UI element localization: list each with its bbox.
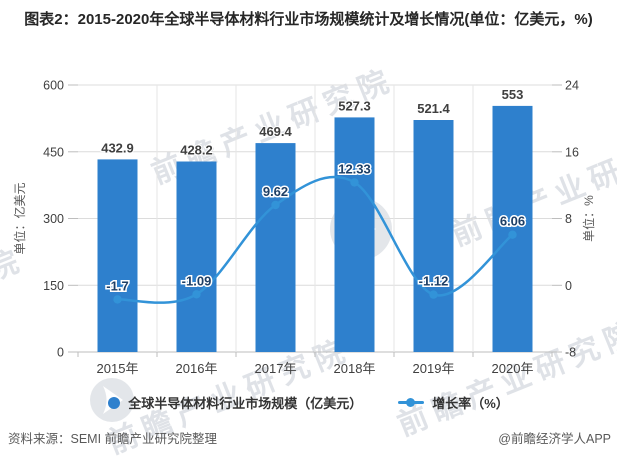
category-label: 2017年 xyxy=(255,361,297,376)
right-axis-tick-label: 0 xyxy=(565,279,572,293)
category-label: 2019年 xyxy=(413,361,455,376)
line-value-label: -1.7 xyxy=(106,278,128,293)
right-axis-tick-label: 16 xyxy=(565,145,579,159)
bar-2018年 xyxy=(334,117,375,353)
credit-note: @前瞻经济学人APP xyxy=(498,432,611,446)
line-value-label: 12.33 xyxy=(338,161,371,176)
bar-2016年 xyxy=(176,161,217,352)
line-marker-2015年 xyxy=(113,295,122,304)
line-marker-2017年 xyxy=(271,200,280,210)
line-marker-2018年 xyxy=(350,178,359,187)
category-label: 2015年 xyxy=(97,361,139,376)
line-value-label: -1.09 xyxy=(182,273,212,288)
right-axis-title: 单位：% xyxy=(581,195,596,242)
source-note: 资料来源：SEMI 前瞻产业研究院整理 xyxy=(8,432,218,446)
bar-2019年 xyxy=(413,120,454,352)
legend-label-market-size: 全球半导体材料行业市场规模（亿美元） xyxy=(128,396,363,411)
bar-2020年 xyxy=(492,105,533,353)
category-label: 2020年 xyxy=(492,361,534,376)
category-label: 2018年 xyxy=(334,361,376,376)
bar-value-label: 521.4 xyxy=(417,101,450,116)
line-value-label: -1.12 xyxy=(419,274,449,289)
left-axis-tick-label: 450 xyxy=(43,145,64,159)
legend-label-growth-rate: 增长率（%） xyxy=(432,396,509,411)
bar-value-label: 553 xyxy=(502,87,524,102)
bar-value-label: 469.4 xyxy=(259,124,292,139)
legend-item-growth-rate: 增长率（%） xyxy=(398,393,509,412)
left-axis-title: 单位：亿美元 xyxy=(12,182,27,254)
bar-value-label: 527.3 xyxy=(338,98,371,113)
bar-value-label: 432.9 xyxy=(101,140,134,155)
bar-series-marker-icon xyxy=(108,396,121,409)
left-axis-tick-label: 300 xyxy=(43,212,64,226)
bar-2017年 xyxy=(255,143,296,352)
line-marker-2020年 xyxy=(508,230,517,239)
left-axis-tick-label: 0 xyxy=(57,346,64,360)
line-value-label: 9.62 xyxy=(263,184,288,199)
right-axis-tick-label: 8 xyxy=(565,212,572,226)
right-axis-tick-label: -8 xyxy=(565,346,576,360)
left-axis-tick-label: 150 xyxy=(43,279,64,293)
legend-item-market-size: 全球半导体材料行业市场规模（亿美元） xyxy=(108,393,362,412)
line-marker-2016年 xyxy=(192,290,201,299)
footer: 资料来源：SEMI 前瞻产业研究院整理 @前瞻经济学人APP xyxy=(8,428,611,447)
left-axis-tick-label: 600 xyxy=(43,79,64,93)
bar-value-label: 428.2 xyxy=(180,143,213,158)
chart-title: 图表2：2015-2020年全球半导体材料行业市场规模统计及增长情况(单位：亿美… xyxy=(24,11,593,28)
category-label: 2016年 xyxy=(176,361,218,376)
legend: 全球半导体材料行业市场规模（亿美元） 增长率（%） xyxy=(0,393,617,412)
line-series-marker-icon xyxy=(398,396,425,409)
bar-2015年 xyxy=(97,159,138,352)
line-value-label: 6.06 xyxy=(500,214,525,229)
line-marker-2019年 xyxy=(429,290,438,299)
right-axis-tick-label: 24 xyxy=(565,79,579,93)
